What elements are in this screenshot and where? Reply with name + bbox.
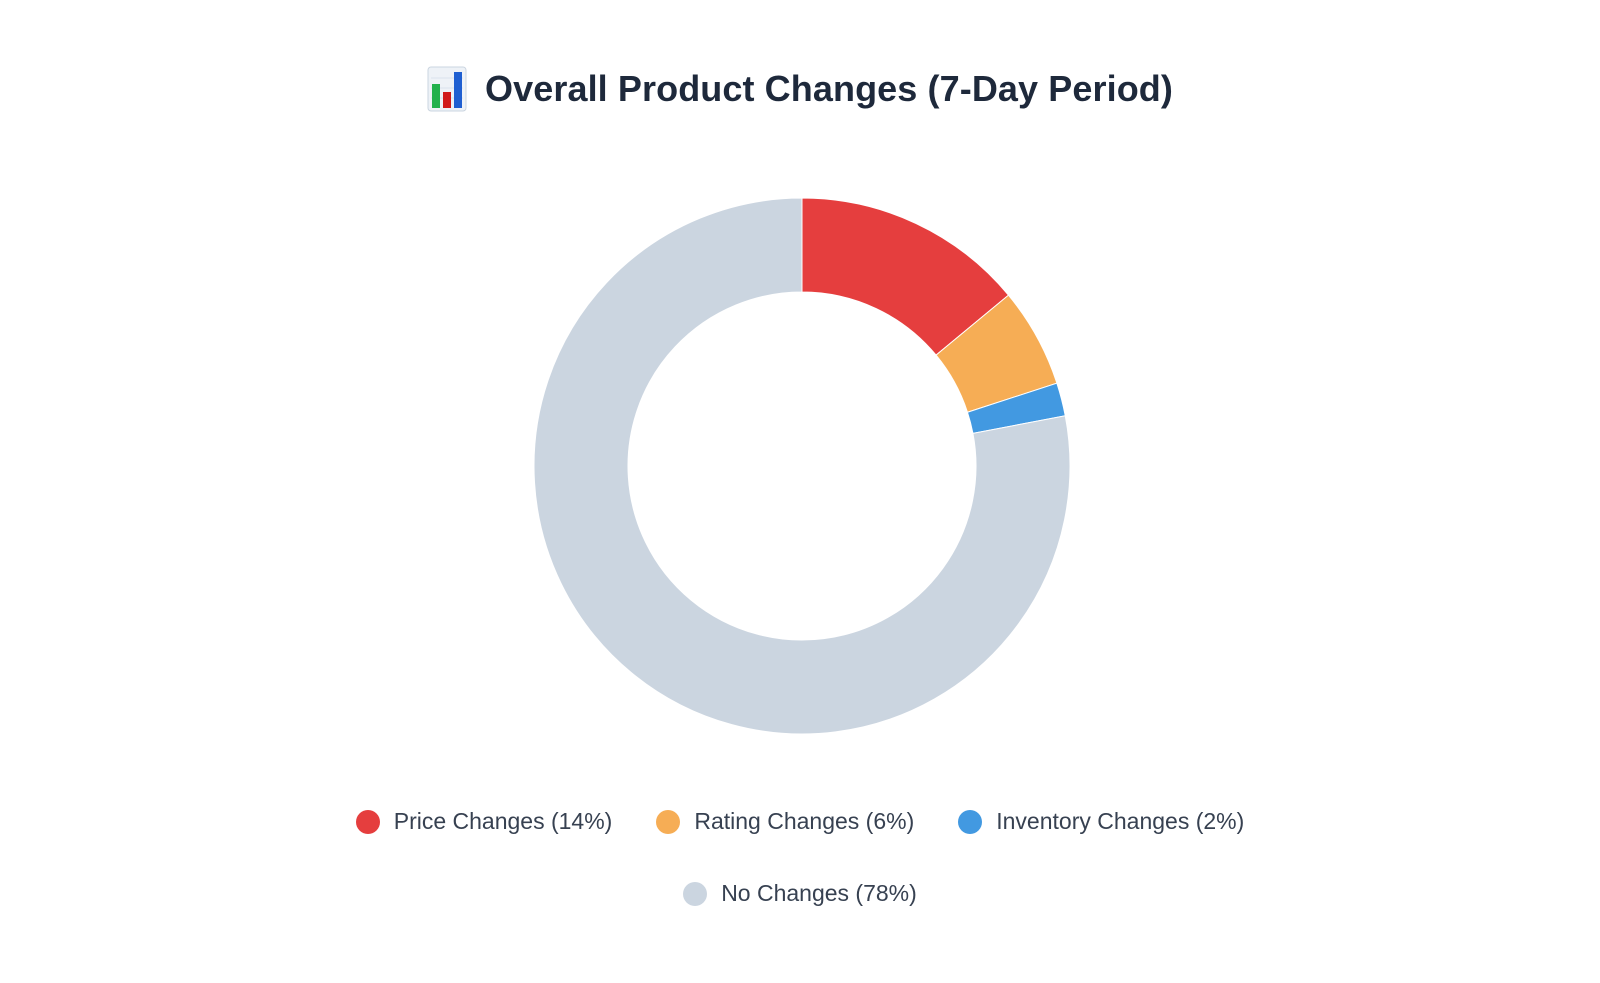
legend-item[interactable]: Rating Changes (6%) <box>656 808 914 835</box>
legend-item[interactable]: No Changes (78%) <box>683 880 917 907</box>
bar-chart-emoji-icon <box>427 66 467 112</box>
legend-label: No Changes (78%) <box>721 880 917 906</box>
legend-swatch <box>355 809 380 834</box>
chart-header: Overall Product Changes (7-Day Period) <box>0 66 1600 112</box>
legend-item[interactable]: Inventory Changes (2%) <box>958 808 1244 835</box>
legend-label: Rating Changes (6%) <box>694 808 915 834</box>
legend-row-2: No Changes (78%) <box>0 880 1600 907</box>
chart-title: Overall Product Changes (7-Day Period) <box>485 68 1173 109</box>
legend-label: Inventory Changes (2%) <box>996 808 1245 834</box>
legend-item[interactable]: Price Changes (14%) <box>355 808 613 835</box>
legend-label: Price Changes (14%) <box>393 808 613 834</box>
donut-slice-no-changes[interactable] <box>533 197 1071 735</box>
legend-swatch <box>656 809 681 834</box>
legend-row-1: Price Changes (14%) Rating Changes (6%) In… <box>0 808 1600 835</box>
legend-swatch <box>958 809 983 834</box>
legend-swatch <box>683 881 708 906</box>
